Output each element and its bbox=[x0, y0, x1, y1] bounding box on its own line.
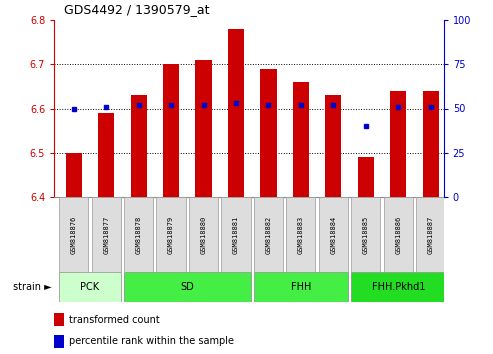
Bar bbox=[98, 113, 114, 197]
FancyBboxPatch shape bbox=[384, 197, 413, 272]
Text: PCK: PCK bbox=[80, 282, 100, 292]
FancyBboxPatch shape bbox=[59, 272, 121, 302]
Text: GSM818886: GSM818886 bbox=[395, 215, 401, 253]
FancyBboxPatch shape bbox=[189, 197, 218, 272]
Text: GSM818883: GSM818883 bbox=[298, 215, 304, 253]
Text: GSM818887: GSM818887 bbox=[428, 215, 434, 253]
Bar bbox=[195, 60, 211, 197]
FancyBboxPatch shape bbox=[124, 272, 250, 302]
FancyBboxPatch shape bbox=[416, 197, 445, 272]
Text: transformed count: transformed count bbox=[69, 315, 160, 325]
Bar bbox=[228, 29, 244, 197]
Bar bbox=[293, 82, 309, 197]
FancyBboxPatch shape bbox=[254, 197, 283, 272]
FancyBboxPatch shape bbox=[221, 197, 250, 272]
Text: strain ►: strain ► bbox=[13, 282, 52, 292]
Bar bbox=[54, 313, 64, 326]
FancyBboxPatch shape bbox=[156, 197, 186, 272]
Text: SD: SD bbox=[180, 282, 194, 292]
FancyBboxPatch shape bbox=[351, 272, 445, 302]
Text: GSM818885: GSM818885 bbox=[363, 215, 369, 253]
FancyBboxPatch shape bbox=[124, 197, 153, 272]
FancyBboxPatch shape bbox=[286, 197, 316, 272]
Bar bbox=[358, 157, 374, 197]
Text: GSM818882: GSM818882 bbox=[265, 215, 272, 253]
Bar bbox=[423, 91, 439, 197]
Text: GSM818881: GSM818881 bbox=[233, 215, 239, 253]
FancyBboxPatch shape bbox=[351, 197, 381, 272]
Bar bbox=[54, 335, 64, 348]
FancyBboxPatch shape bbox=[319, 197, 348, 272]
FancyBboxPatch shape bbox=[59, 197, 88, 272]
Text: FHH: FHH bbox=[291, 282, 311, 292]
Bar bbox=[66, 153, 82, 197]
FancyBboxPatch shape bbox=[254, 272, 348, 302]
Text: GSM818877: GSM818877 bbox=[103, 215, 109, 253]
Bar bbox=[325, 95, 342, 197]
Bar bbox=[390, 91, 406, 197]
FancyBboxPatch shape bbox=[92, 197, 121, 272]
Bar bbox=[163, 64, 179, 197]
Bar bbox=[260, 69, 277, 197]
Text: GSM818879: GSM818879 bbox=[168, 215, 174, 253]
Text: FHH.Pkhd1: FHH.Pkhd1 bbox=[372, 282, 425, 292]
Text: GSM818884: GSM818884 bbox=[330, 215, 336, 253]
Text: percentile rank within the sample: percentile rank within the sample bbox=[69, 336, 234, 346]
Text: GSM818880: GSM818880 bbox=[201, 215, 207, 253]
Text: GDS4492 / 1390579_at: GDS4492 / 1390579_at bbox=[64, 4, 210, 16]
Text: GSM818876: GSM818876 bbox=[70, 215, 77, 253]
Text: GSM818878: GSM818878 bbox=[136, 215, 141, 253]
Bar bbox=[131, 95, 147, 197]
